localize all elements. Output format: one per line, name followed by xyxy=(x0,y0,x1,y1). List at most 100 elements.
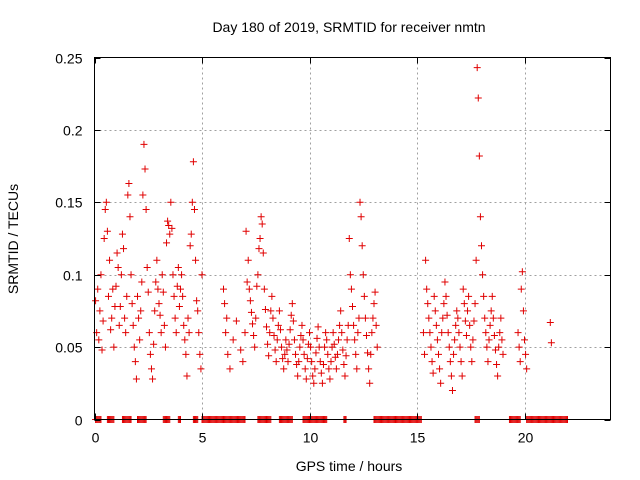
data-point xyxy=(443,311,451,319)
data-point xyxy=(479,271,487,279)
data-point xyxy=(360,292,368,300)
data-point xyxy=(104,292,112,300)
data-point xyxy=(472,256,480,264)
data-point xyxy=(372,321,380,329)
data-point xyxy=(346,271,354,279)
data-point xyxy=(255,245,263,253)
data-point xyxy=(441,278,449,286)
data-point xyxy=(366,379,374,387)
data-point xyxy=(103,227,111,235)
data-point xyxy=(341,372,349,380)
data-point xyxy=(123,292,131,300)
data-point xyxy=(100,235,108,242)
data-point xyxy=(170,292,178,300)
data-point xyxy=(149,375,157,383)
data-point xyxy=(429,369,437,377)
data-point xyxy=(241,329,249,337)
data-point xyxy=(98,346,106,354)
data-point xyxy=(160,321,168,329)
data-point xyxy=(107,326,115,334)
data-point xyxy=(187,230,195,238)
data-point xyxy=(324,350,332,358)
data-point xyxy=(311,365,319,373)
data-point xyxy=(152,278,160,286)
data-point xyxy=(499,350,507,358)
data-point xyxy=(517,285,525,293)
data-point xyxy=(355,314,363,322)
data-point xyxy=(120,245,128,253)
data-point xyxy=(490,332,498,340)
data-point xyxy=(118,230,126,238)
data-point xyxy=(336,321,344,329)
data-point xyxy=(297,332,305,340)
data-point xyxy=(251,343,259,351)
data-point xyxy=(276,326,284,334)
data-point xyxy=(237,346,245,354)
data-point xyxy=(292,350,300,358)
data-point xyxy=(475,152,483,160)
data-point xyxy=(96,307,104,315)
data-point xyxy=(155,300,163,308)
data-point xyxy=(168,224,176,232)
data-point xyxy=(115,321,123,329)
data-point xyxy=(287,311,295,319)
data-point xyxy=(515,343,523,351)
x-axis-label: GPS time / hours xyxy=(296,458,403,474)
data-point xyxy=(173,282,181,290)
data-point xyxy=(308,358,316,366)
data-point xyxy=(327,358,335,366)
data-point xyxy=(126,213,134,221)
data-point xyxy=(289,317,297,325)
data-point xyxy=(546,318,554,326)
data-point xyxy=(183,372,191,380)
data-point xyxy=(264,340,272,348)
data-point xyxy=(337,307,345,315)
y-tick-label: 0.1 xyxy=(63,268,83,284)
data-point xyxy=(456,343,464,351)
data-point xyxy=(157,329,165,337)
data-point xyxy=(474,94,482,102)
data-point xyxy=(114,263,122,271)
data-point xyxy=(440,300,448,308)
data-point xyxy=(130,343,138,351)
data-point xyxy=(153,256,161,264)
data-point xyxy=(518,268,526,276)
data-point xyxy=(166,230,174,238)
data-point xyxy=(424,300,432,308)
data-point xyxy=(464,307,472,315)
data-point xyxy=(371,288,379,296)
data-point xyxy=(250,332,258,340)
data-point xyxy=(516,358,524,366)
data-point xyxy=(97,271,105,279)
data-point xyxy=(300,350,308,358)
data-point xyxy=(190,206,198,214)
plot-frame xyxy=(94,57,611,420)
data-point xyxy=(142,206,150,214)
data-point xyxy=(439,314,447,322)
data-point xyxy=(151,307,159,315)
data-point xyxy=(433,336,441,344)
data-point xyxy=(282,336,290,344)
data-point xyxy=(134,292,141,300)
data-point xyxy=(345,235,353,242)
data-point xyxy=(129,321,137,329)
data-point xyxy=(461,317,469,325)
data-point xyxy=(184,314,192,322)
data-point xyxy=(514,329,522,337)
data-point xyxy=(358,242,366,250)
data-point xyxy=(329,329,337,337)
data-point xyxy=(195,329,203,337)
data-point xyxy=(261,305,269,313)
data-point xyxy=(254,271,262,279)
data-point xyxy=(483,343,491,351)
data-point xyxy=(364,349,372,357)
data-point xyxy=(220,285,227,293)
data-point xyxy=(373,343,381,351)
data-point xyxy=(112,282,120,290)
data-point xyxy=(481,314,489,322)
data-point xyxy=(497,314,505,322)
data-point xyxy=(185,329,193,337)
data-point xyxy=(478,242,485,250)
data-point xyxy=(442,292,450,300)
data-point xyxy=(242,227,250,235)
